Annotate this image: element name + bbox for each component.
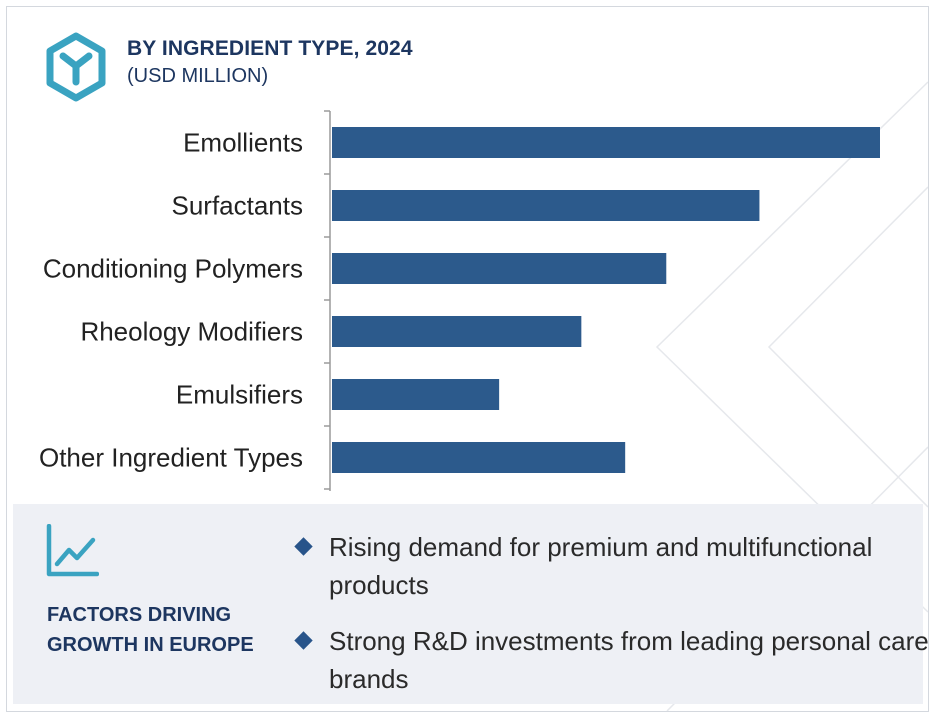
factors-title: FACTORS DRIVING GROWTH IN EUROPE xyxy=(47,604,254,656)
diamond-bullet-icon xyxy=(294,631,313,650)
category-label: Emollients xyxy=(183,128,303,158)
bar xyxy=(332,442,626,473)
factor-text: Strong R&D investments from leading pers… xyxy=(329,626,929,694)
bar xyxy=(332,190,760,221)
line-chart-icon xyxy=(46,524,99,577)
growth-factors-panel: FACTORS DRIVING GROWTH IN EUROPE Rising … xyxy=(13,504,928,704)
factor-text: Rising demand for premium and multifunct… xyxy=(329,532,873,600)
chart-subtitle: (USD MILLION) xyxy=(127,65,269,87)
cube-y-icon xyxy=(46,32,106,102)
category-label: Conditioning Polymers xyxy=(43,254,303,284)
bar xyxy=(332,253,667,284)
infographic-card: BY INGREDIENT TYPE, 2024 (USD MILLION) E… xyxy=(6,6,929,712)
category-label: Other Ingredient Types xyxy=(39,443,303,473)
bar xyxy=(332,379,500,410)
diamond-bullet-icon xyxy=(294,537,313,556)
bar-chart: Emollients Surfactants Conditioning Polyme… xyxy=(39,110,880,491)
category-label: Rheology Modifiers xyxy=(80,317,303,347)
chart-title: BY INGREDIENT TYPE, 2024 xyxy=(127,37,413,60)
category-label: Surfactants xyxy=(171,191,303,221)
category-label: Emulsifiers xyxy=(176,380,303,410)
bar xyxy=(332,127,880,158)
bar xyxy=(332,316,582,347)
